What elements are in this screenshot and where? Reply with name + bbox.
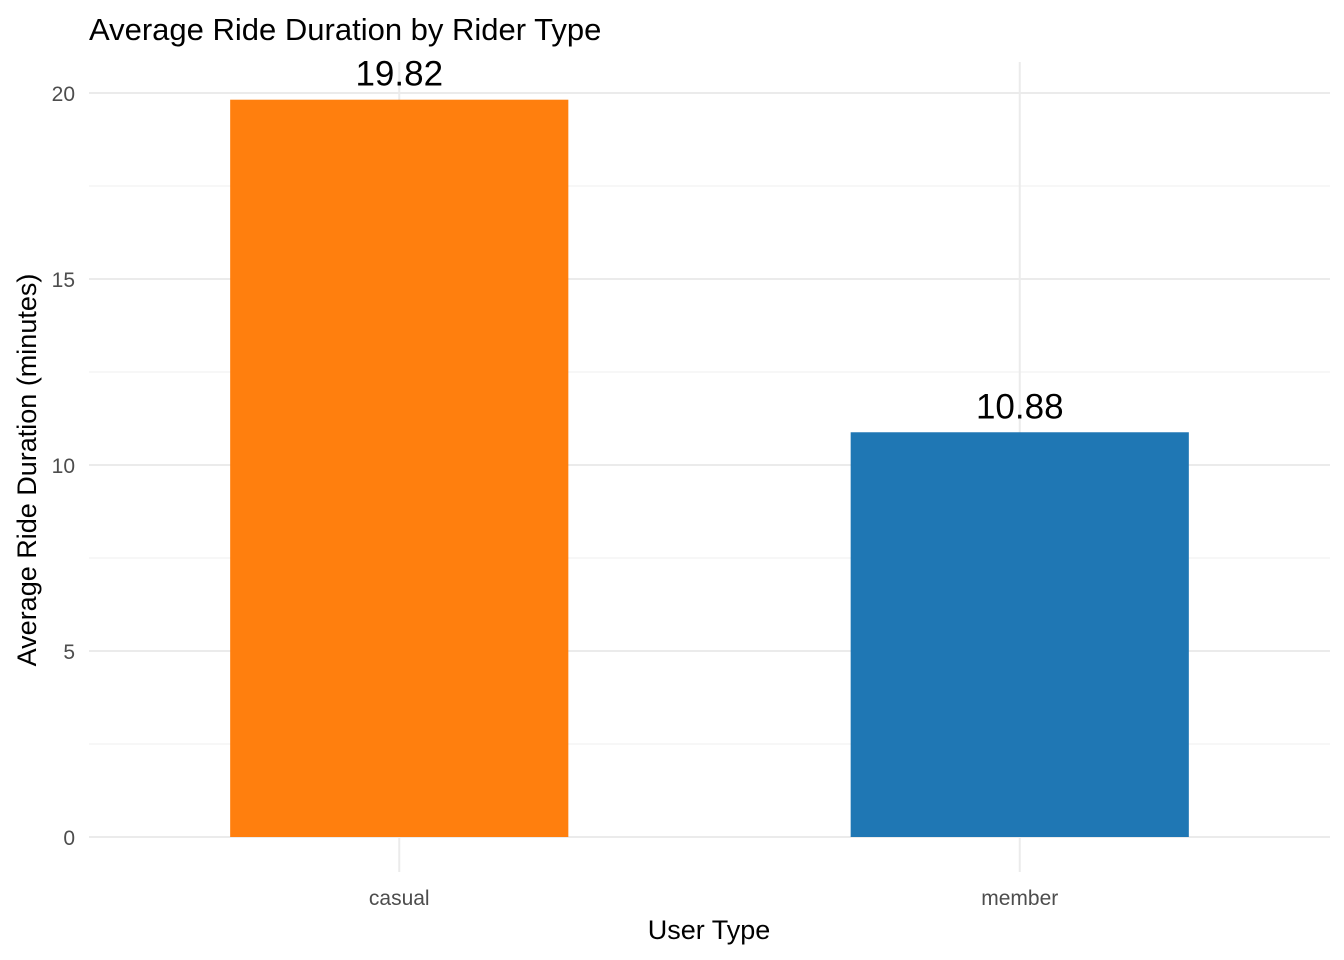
data-labels: 19.82 10.88 xyxy=(355,55,1063,427)
chart-title: Average Ride Duration by Rider Type xyxy=(89,12,601,47)
y-axis-title: Average Ride Duration (minutes) xyxy=(12,274,42,667)
y-tick-label: 15 xyxy=(52,269,75,292)
x-axis-ticks: casual member xyxy=(369,887,1058,910)
data-label-casual: 19.82 xyxy=(355,55,443,94)
bar-member xyxy=(850,432,1189,837)
data-label-member: 10.88 xyxy=(976,387,1064,426)
x-tick-label-member: member xyxy=(981,887,1058,910)
x-tick-label-casual: casual xyxy=(369,887,430,910)
y-axis-ticks: 0 5 10 15 20 xyxy=(52,83,75,850)
y-tick-label: 0 xyxy=(63,827,75,850)
x-axis-title: User Type xyxy=(648,915,771,945)
y-tick-label: 5 xyxy=(63,641,75,664)
bar-casual xyxy=(230,99,569,838)
bars xyxy=(230,99,1189,838)
y-tick-label: 10 xyxy=(52,455,75,478)
y-tick-label: 20 xyxy=(52,83,75,106)
